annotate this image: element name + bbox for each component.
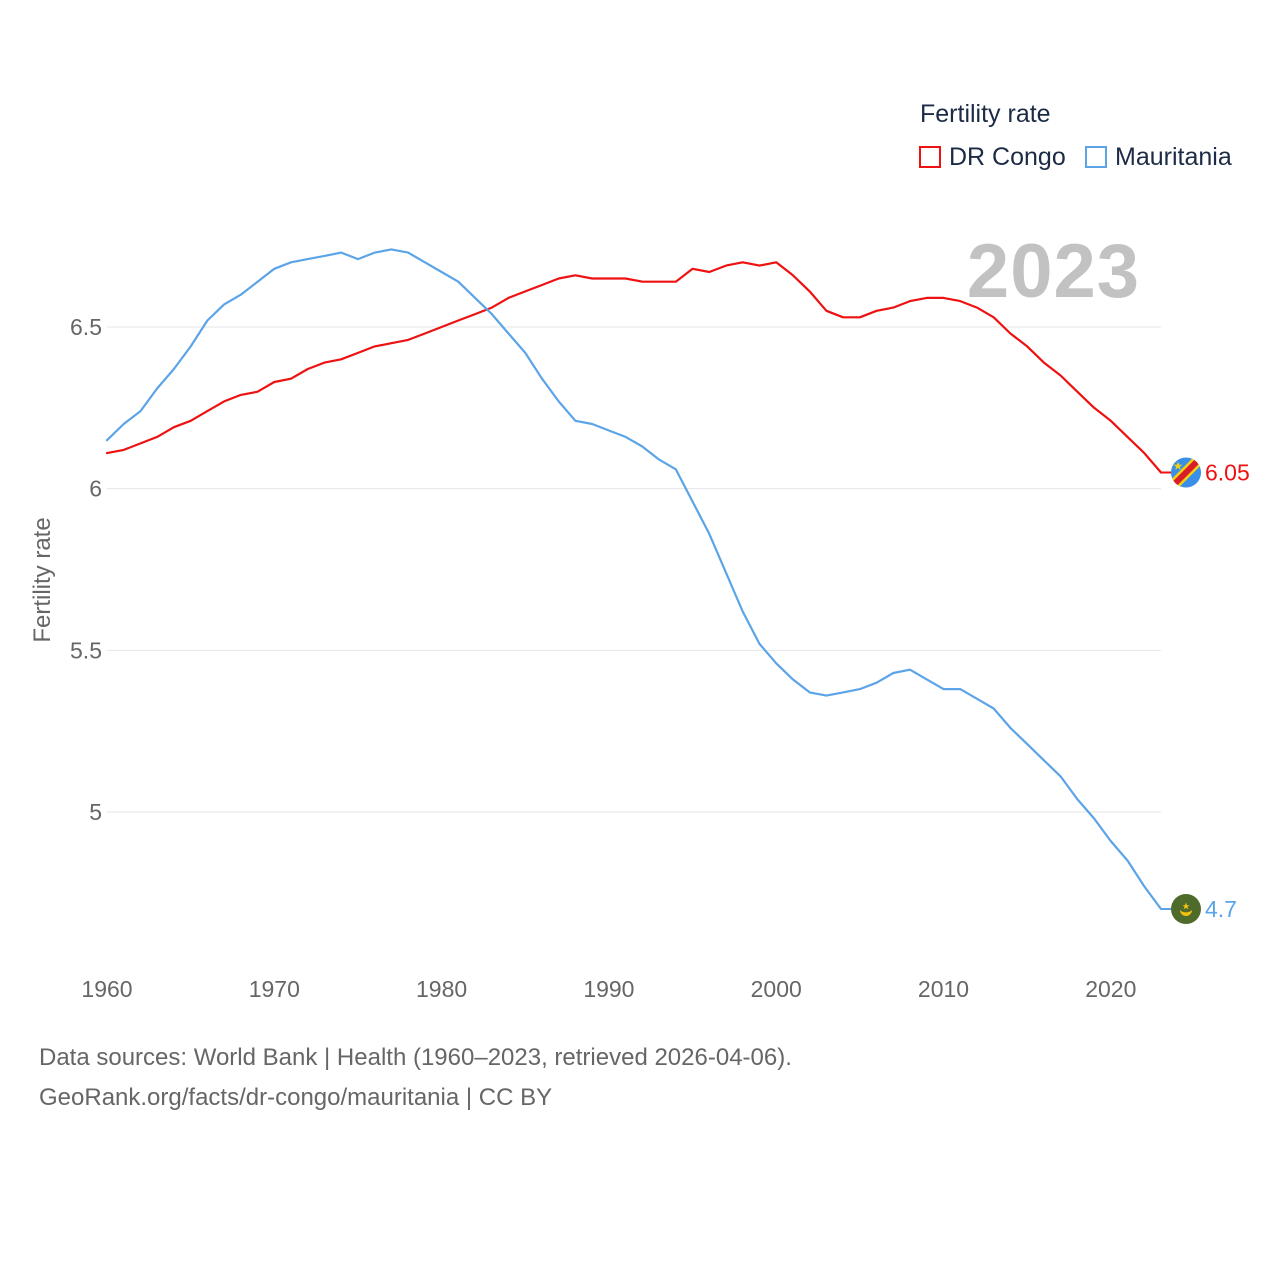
end-value-label-mauritania: 4.7 xyxy=(1205,896,1237,922)
x-axis-ticks: 1960 1970 1980 1990 2000 2010 2020 xyxy=(81,976,1136,1002)
legend-swatch-mauritania xyxy=(1085,146,1107,168)
y-axis-ticks: 5 5.5 6 6.5 xyxy=(70,314,102,825)
legend-item-dr-congo[interactable]: DR Congo xyxy=(919,142,1066,172)
series-line-dr-congo xyxy=(105,261,1163,474)
footer-data-sources: Data sources: World Bank | Health (1960–… xyxy=(39,1044,792,1071)
y-tick-label: 5.5 xyxy=(70,637,102,663)
x-tick-label: 2020 xyxy=(1085,976,1136,1002)
current-year-label: 2023 xyxy=(966,229,1140,314)
legend-swatch-dr-congo xyxy=(919,146,941,168)
legend-title: Fertility rate xyxy=(920,100,1051,128)
end-value-label-dr-congo: 6.05 xyxy=(1205,460,1250,486)
x-tick-label: 1980 xyxy=(416,976,467,1002)
y-tick-label: 5 xyxy=(89,799,102,825)
legend-label-dr-congo: DR Congo xyxy=(949,142,1066,171)
x-tick-label: 1990 xyxy=(583,976,634,1002)
y-axis-label: Fertility rate xyxy=(29,517,56,642)
y-tick-label: 6 xyxy=(89,476,102,502)
series-lines xyxy=(105,248,1163,911)
y-tick-label: 6.5 xyxy=(70,314,102,340)
legend-label-mauritania: Mauritania xyxy=(1115,142,1232,171)
footer-attribution[interactable]: GeoRank.org/facts/dr-congo/mauritania | … xyxy=(39,1084,553,1111)
x-tick-label: 1970 xyxy=(249,976,300,1002)
legend-item-mauritania[interactable]: Mauritania xyxy=(1085,142,1232,172)
flag-icon-mauritania xyxy=(1171,894,1201,924)
x-tick-label: 2010 xyxy=(918,976,969,1002)
end-markers: 6.05 4.7 xyxy=(1161,457,1250,924)
x-tick-label: 1960 xyxy=(81,976,132,1002)
flag-icon-dr-congo xyxy=(1171,457,1201,488)
gridlines xyxy=(107,326,1161,813)
series-line-mauritania xyxy=(105,248,1163,911)
x-tick-label: 2000 xyxy=(751,976,802,1002)
